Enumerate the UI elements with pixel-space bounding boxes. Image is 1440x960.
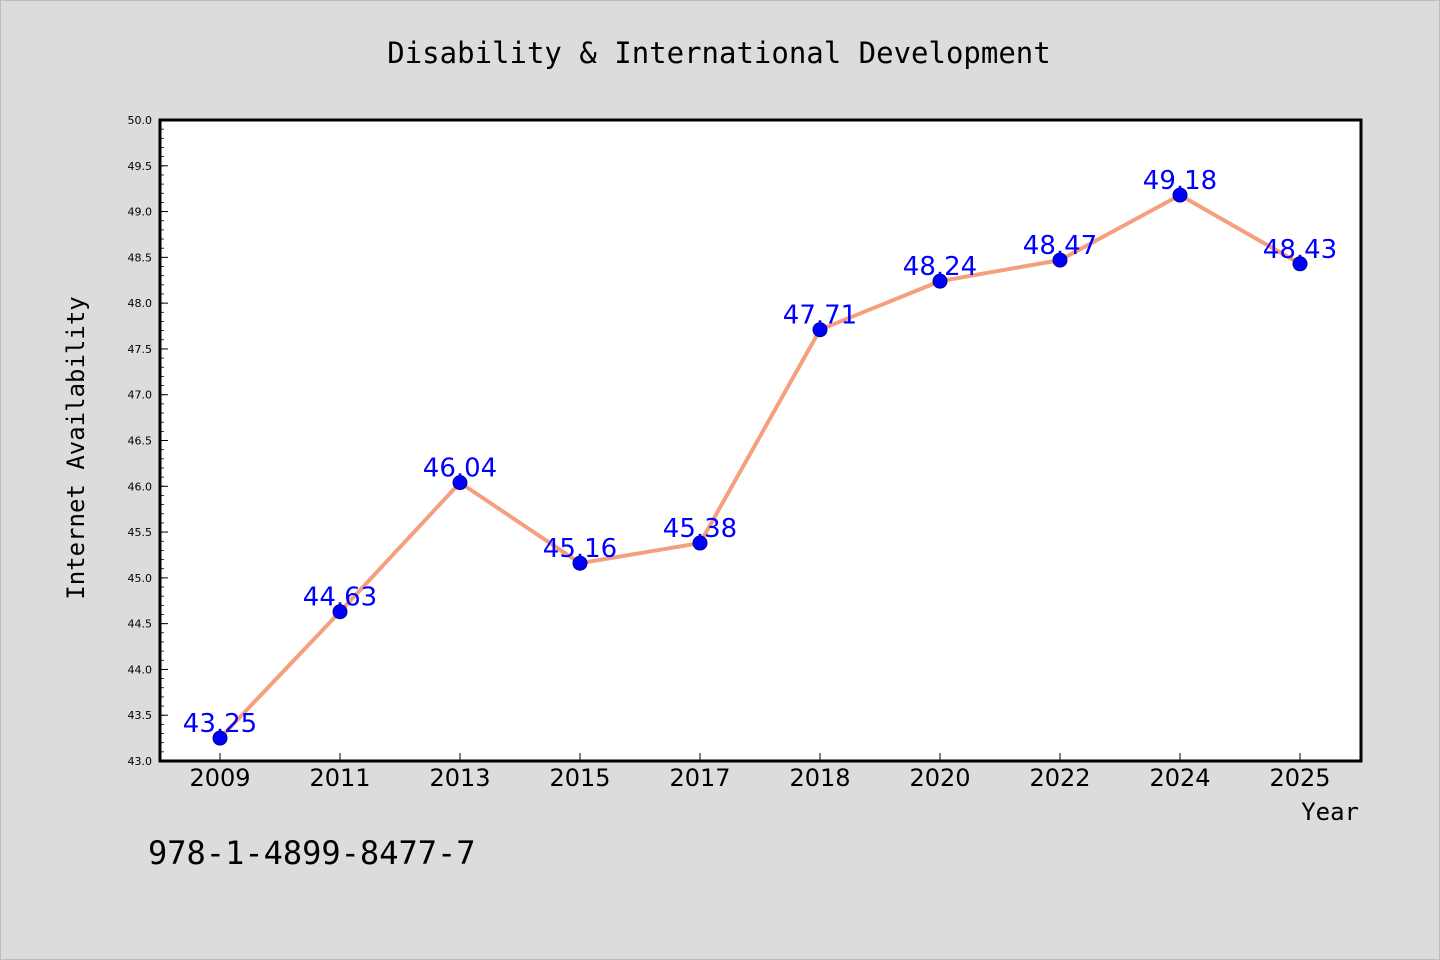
y-tick-label: 45.5 [128,526,153,539]
y-tick-label: 47.5 [128,343,153,356]
y-axis-label: Internet Availability [62,296,90,599]
y-tick-label: 45.0 [128,572,153,585]
plot-area [160,120,1361,761]
data-label: 48.24 [903,252,977,282]
data-point [332,604,348,620]
data-point [212,730,228,746]
x-axis-label: Year [1301,798,1359,826]
x-tick-label: 2015 [549,764,610,792]
y-axis-ticks: 43.0 43.5 44.0 44.5 45.0 45.5 46.0 46.5 47.0 47.5… [128,114,168,768]
x-tick-label: 2022 [1029,764,1090,792]
x-tick-label: 2013 [429,764,490,792]
data-point [1172,187,1188,203]
y-tick-label: 46.5 [128,435,153,448]
x-tick-label: 2011 [309,764,370,792]
data-point [1052,252,1068,268]
data-point [812,322,828,338]
x-axis-ticks: 2009 2011 2013 2015 2017 2018 2020 2022 2024 2025 [189,753,1331,792]
y-tick-label: 46.0 [128,480,153,493]
x-tick-label: 2024 [1149,764,1210,792]
y-tick-label: 47.0 [128,389,153,402]
data-labels: 43.25 44.63 46.04 45.16 45.38 47.71 48.24 48.47… [183,166,1337,739]
plot-frame [158,118,1363,763]
chart-title: Disability & International Development [387,36,1050,70]
y-tick-label: 43.0 [128,755,153,768]
data-label: 47.71 [783,301,857,331]
y-tick-label: 50.0 [128,114,153,127]
data-point [692,535,708,551]
isbn-text: 978-1-4899-8477-7 [148,834,476,872]
data-label: 44.63 [303,583,377,613]
x-tick-label: 2025 [1269,764,1330,792]
data-label: 45.16 [543,534,617,564]
data-label: 43.25 [183,709,257,739]
x-tick-label: 2020 [909,764,970,792]
data-label: 49.18 [1143,166,1217,196]
data-point [932,273,948,289]
data-point [572,555,588,571]
data-points [212,187,1308,746]
data-label: 45.38 [663,514,737,544]
x-tick-label: 2009 [189,764,250,792]
x-tick-label: 2017 [669,764,730,792]
series-line [218,193,1301,740]
y-tick-label: 48.0 [128,297,153,310]
y-tick-label: 44.0 [128,663,153,676]
y-tick-label: 43.5 [128,709,153,722]
data-point [1292,256,1308,272]
data-label: 46.04 [423,454,497,484]
y-tick-label: 49.0 [128,206,153,219]
y-tick-label: 44.5 [128,618,153,631]
data-label: 48.47 [1023,231,1097,261]
data-point [452,475,468,491]
x-tick-label: 2018 [789,764,850,792]
y-tick-label: 49.5 [128,160,153,173]
y-tick-label: 48.5 [128,251,153,264]
data-label: 48.43 [1263,235,1337,265]
